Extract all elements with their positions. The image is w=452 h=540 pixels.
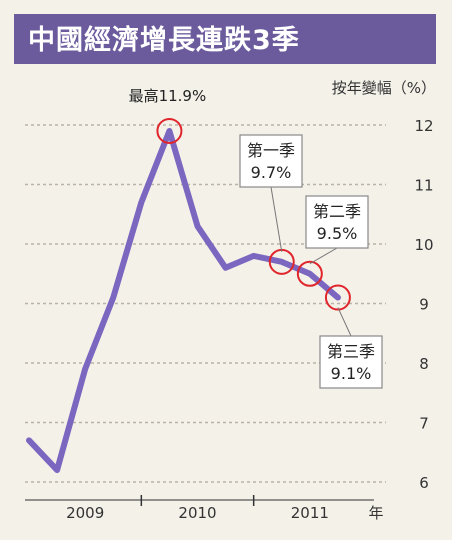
data-point bbox=[112, 296, 115, 299]
data-point bbox=[280, 260, 283, 263]
callout-label: 第三季 bbox=[327, 342, 375, 361]
x-tick-label: 2010 bbox=[178, 504, 216, 522]
highlight-circle bbox=[324, 284, 351, 311]
data-point bbox=[28, 439, 30, 442]
x-tick-label: 2011 bbox=[291, 504, 329, 522]
y-tick-label: 8 bbox=[419, 355, 429, 373]
data-point bbox=[56, 469, 59, 472]
data-point bbox=[140, 201, 143, 204]
y-tick-label: 10 bbox=[414, 236, 433, 254]
series-line bbox=[26, 127, 341, 474]
callout-box bbox=[239, 134, 303, 188]
data-point bbox=[168, 129, 171, 132]
callout-box bbox=[305, 195, 369, 249]
data-point bbox=[196, 225, 199, 228]
callout-leader bbox=[337, 307, 352, 337]
callout-label: 第二季 bbox=[313, 202, 361, 221]
callout-label: 第一季 bbox=[247, 141, 295, 160]
x-axis-unit: 年 bbox=[368, 504, 383, 522]
callout-leader bbox=[309, 247, 338, 265]
highlight-circle bbox=[296, 260, 323, 287]
title-banner bbox=[14, 14, 436, 64]
y-tick-label: 6 bbox=[419, 474, 429, 492]
peak-annotation: 最高11.9% bbox=[129, 87, 207, 105]
x-tick-label: 2009 bbox=[66, 504, 104, 522]
data-point bbox=[336, 296, 339, 299]
callout-box bbox=[319, 335, 383, 389]
y-axis-label: 按年變幅（%） bbox=[332, 79, 436, 97]
data-point bbox=[224, 266, 227, 269]
y-tick-label: 11 bbox=[414, 177, 433, 195]
data-point bbox=[84, 367, 87, 370]
y-tick-label: 9 bbox=[419, 296, 429, 314]
data-point bbox=[252, 254, 255, 257]
callout-leader bbox=[270, 186, 283, 252]
highlight-circle bbox=[156, 117, 183, 144]
data-point bbox=[308, 272, 311, 275]
callout-value: 9.7% bbox=[251, 163, 292, 182]
y-tick-label: 12 bbox=[414, 117, 433, 135]
y-tick-label: 7 bbox=[419, 415, 429, 433]
chart-title: 中國經濟增長連跌3季 bbox=[28, 25, 300, 56]
callout-value: 9.5% bbox=[317, 224, 358, 243]
callout-value: 9.1% bbox=[331, 364, 372, 383]
